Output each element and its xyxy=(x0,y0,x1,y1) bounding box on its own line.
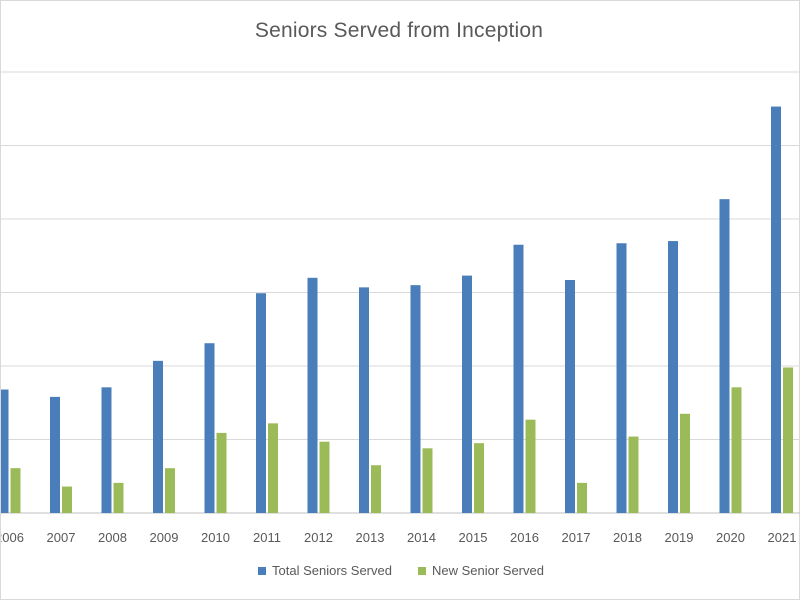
bar-new-2007 xyxy=(62,486,72,513)
bar-new-2019 xyxy=(680,413,690,513)
legend-swatch-total xyxy=(258,566,267,575)
bar-new-2014 xyxy=(422,448,433,513)
x-tick-label-2014: 2014 xyxy=(407,530,436,545)
bar-total-2011 xyxy=(256,293,266,513)
bar-new-2018 xyxy=(628,436,639,513)
bar-total-2016 xyxy=(513,244,524,513)
bar-new-2012 xyxy=(319,441,330,513)
x-tick-label-2013: 2013 xyxy=(356,530,385,545)
x-tick-label-2009: 2009 xyxy=(150,530,179,545)
bar-new-2006 xyxy=(10,468,21,513)
chart-legend: Total Seniors Served New Senior Served xyxy=(1,563,800,578)
bar-new-2013 xyxy=(371,465,381,513)
x-tick-label-2017: 2017 xyxy=(562,530,591,545)
bar-total-2010 xyxy=(204,343,215,513)
legend-label-total: Total Seniors Served xyxy=(272,563,392,578)
bar-new-2010 xyxy=(216,432,227,513)
bar-new-2008 xyxy=(113,482,124,513)
x-tick-label-2008: 2008 xyxy=(98,530,127,545)
bar-new-2017 xyxy=(577,482,587,513)
legend-item-total: Total Seniors Served xyxy=(258,563,392,578)
bar-total-2009 xyxy=(153,360,163,513)
x-tick-label-2018: 2018 xyxy=(613,530,642,545)
x-tick-label-2016: 2016 xyxy=(510,530,539,545)
bar-total-2019 xyxy=(668,241,678,514)
legend-label-new: New Senior Served xyxy=(431,563,544,578)
bar-total-2006 xyxy=(1,389,9,513)
bar-new-2020 xyxy=(731,387,742,513)
bar-new-2015 xyxy=(474,443,484,513)
x-tick-label-2015: 2015 xyxy=(459,530,488,545)
x-tick-label-2021: 2021 xyxy=(768,530,797,545)
x-tick-label-2010: 2010 xyxy=(201,530,230,545)
x-tick-label-2011: 2011 xyxy=(253,530,281,545)
bar-new-2011 xyxy=(268,423,278,513)
x-tick-label-2007: 2007 xyxy=(47,530,76,545)
bar-chart-plot: 2006 2007 2008 2009 2010 2011 2012 2013 2014 2015… xyxy=(1,71,800,545)
bar-new-2016 xyxy=(525,419,536,513)
x-tick-label-2019: 2019 xyxy=(665,530,694,545)
bar-total-2015 xyxy=(462,275,472,513)
legend-swatch-new xyxy=(417,566,426,575)
bar-total-2014 xyxy=(410,285,421,513)
x-tick-label-2012: 2012 xyxy=(304,530,333,545)
x-tick-label-2006: 2006 xyxy=(1,530,24,545)
bar-total-2008 xyxy=(101,387,112,513)
bar-total-2017 xyxy=(565,280,575,513)
bar-total-2021 xyxy=(771,106,781,514)
chart-title: Seniors Served from Inception xyxy=(254,19,544,42)
bar-total-2018 xyxy=(616,243,627,513)
bar-new-2009 xyxy=(165,468,175,513)
x-tick-label-2020: 2020 xyxy=(716,530,745,545)
legend-item-new: New Senior Served xyxy=(417,563,544,578)
bar-total-2020 xyxy=(719,199,730,513)
bar-total-2012 xyxy=(307,277,318,513)
bar-total-2013 xyxy=(359,287,369,513)
bar-new-2021 xyxy=(783,367,793,513)
bar-total-2007 xyxy=(50,396,60,513)
